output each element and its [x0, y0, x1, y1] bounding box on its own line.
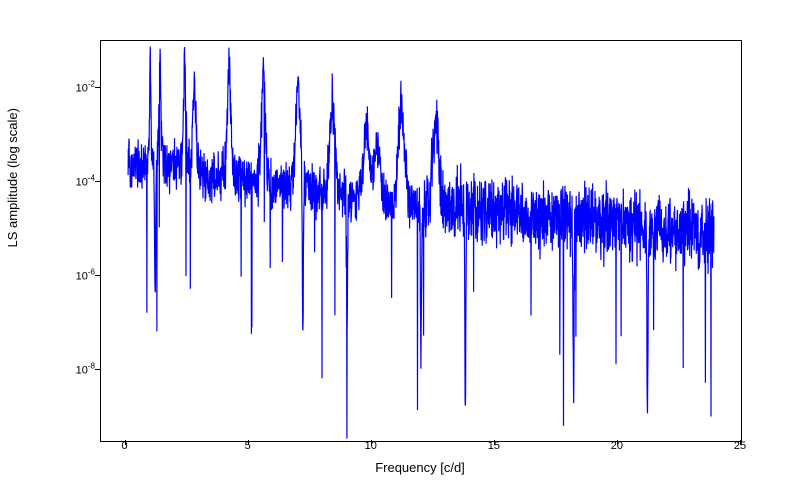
x-tick-mark	[740, 440, 741, 445]
y-axis-label: LS amplitude (log scale)	[5, 108, 20, 247]
x-tick-mark	[617, 440, 618, 445]
y-tick-label: 10-2	[55, 80, 95, 95]
x-tick-mark	[248, 440, 249, 445]
x-tick-mark	[125, 440, 126, 445]
y-tick-mark	[95, 275, 100, 276]
x-tick-mark	[371, 440, 372, 445]
y-tick-label: 10-4	[55, 174, 95, 189]
x-axis-label: Frequency [c/d]	[100, 460, 740, 475]
y-tick-mark	[95, 181, 100, 182]
y-tick-mark	[95, 87, 100, 88]
y-tick-mark	[95, 369, 100, 370]
y-tick-label: 10-6	[55, 268, 95, 283]
plot-area	[100, 40, 742, 442]
chart-container: LS amplitude (log scale) Frequency [c/d]…	[0, 0, 800, 500]
y-tick-label: 10-8	[55, 362, 95, 377]
x-tick-mark	[494, 440, 495, 445]
periodogram-line	[101, 41, 741, 441]
